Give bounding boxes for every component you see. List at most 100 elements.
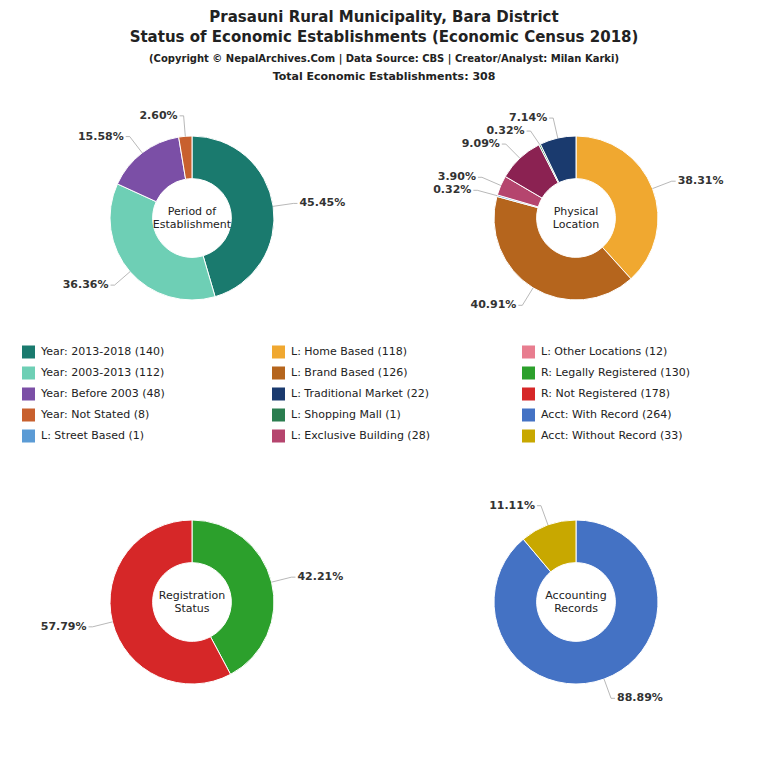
data-label: 40.91% <box>471 298 517 311</box>
legend-item: Acct: Without Record (33) <box>522 429 683 443</box>
center-title: RegistrationStatus <box>159 589 225 615</box>
legend-label: Year: Not Stated (8) <box>40 408 149 421</box>
legend-swatch <box>272 409 285 422</box>
data-label: 2.60% <box>139 109 177 122</box>
legend-item: Year: 2003-2013 (112) <box>22 366 164 380</box>
legend-label: L: Traditional Market (22) <box>291 387 429 400</box>
legend-label: Acct: Without Record (33) <box>541 429 683 442</box>
legend-label: L: Shopping Mall (1) <box>291 408 401 421</box>
slice <box>494 196 631 300</box>
slices <box>494 520 658 684</box>
donut-chart: Period ofEstablishment 45.45% 36.36% 15.58%… <box>63 109 346 300</box>
legend-swatch <box>272 388 285 401</box>
legend-item: Acct: With Record (264) <box>522 408 672 422</box>
legend-swatch <box>522 388 535 401</box>
legend-label: L: Street Based (1) <box>41 429 144 442</box>
legend-label: Year: 2003-2013 (112) <box>40 366 164 379</box>
slice <box>494 520 658 684</box>
slice <box>540 136 576 183</box>
donut-chart: RegistrationStatus 42.21% 57.79% <box>41 520 344 684</box>
legend-swatch <box>522 409 535 422</box>
legend-swatch <box>272 367 285 380</box>
leader-line <box>653 181 676 188</box>
legend-swatch <box>522 346 535 359</box>
data-label: 11.11% <box>489 499 535 512</box>
titles: Prasauni Rural Municipality, Bara Distri… <box>130 8 639 83</box>
data-labels: 88.89% 11.11% <box>489 499 663 705</box>
leader-line <box>180 116 186 136</box>
slice <box>523 520 576 572</box>
slice <box>179 136 192 179</box>
data-label: 42.21% <box>297 570 343 583</box>
slice <box>110 184 215 300</box>
center-title-line: Status <box>174 602 209 615</box>
leader-line <box>473 190 497 195</box>
leader-line <box>537 506 548 525</box>
chart-root: Prasauni Rural Municipality, Bara Distri… <box>0 0 768 768</box>
legend-item: L: Traditional Market (22) <box>272 387 429 401</box>
data-label: 36.36% <box>63 278 109 291</box>
legend-swatch <box>22 346 35 359</box>
legend-swatch <box>522 367 535 380</box>
data-label: 45.45% <box>299 196 345 209</box>
legend-swatch <box>22 367 35 380</box>
center-title-line: Registration <box>159 589 225 602</box>
data-labels: 38.31%40.91%0.32%3.90%9.09%0.32%7.14% <box>433 111 723 311</box>
legend-swatch <box>522 430 535 443</box>
leader-line <box>502 144 520 158</box>
center-title-line: Records <box>554 602 598 615</box>
slices <box>110 136 274 300</box>
data-label: 9.09% <box>462 137 500 150</box>
legend-label: L: Other Locations (12) <box>541 345 667 358</box>
leader-line <box>89 622 113 627</box>
leader-line <box>126 137 142 153</box>
legend-label: Year: Before 2003 (48) <box>40 387 165 400</box>
data-label: 0.32% <box>433 183 471 196</box>
center-title-line: Period of <box>168 205 218 218</box>
legend-swatch <box>272 346 285 359</box>
center-title: Period ofEstablishment <box>153 205 232 231</box>
center-title-line: Location <box>553 218 600 231</box>
leader-line <box>478 177 501 185</box>
leader-line <box>527 131 540 144</box>
slice <box>110 520 231 684</box>
leader-line <box>111 272 130 285</box>
legend-item: R: Legally Registered (130) <box>522 366 690 380</box>
legend-label: L: Home Based (118) <box>291 345 407 358</box>
data-label: 57.79% <box>41 620 87 633</box>
legend-item: L: Shopping Mall (1) <box>272 408 401 422</box>
legend-label: R: Legally Registered (130) <box>541 366 690 379</box>
subtitle: Total Economic Establishments: 308 <box>273 70 496 83</box>
data-label: 38.31% <box>678 174 724 187</box>
donut-chart: AccountingRecords 88.89% 11.11% <box>489 499 663 705</box>
legend-label: L: Exclusive Building (28) <box>291 429 430 442</box>
legend-item: R: Not Registered (178) <box>522 387 670 401</box>
leader-line <box>549 118 558 138</box>
legend: Year: 2013-2018 (140) Year: 2003-2013 (11… <box>22 345 690 443</box>
data-labels: 42.21% 57.79% <box>41 570 344 633</box>
subtitle: (Copyright © NepalArchives.Com | Data So… <box>149 53 619 65</box>
legend-swatch <box>22 409 35 422</box>
center-title-line: Physical <box>554 205 599 218</box>
leader-line <box>272 577 296 582</box>
data-label: 3.90% <box>438 170 476 183</box>
slices <box>110 520 274 684</box>
legend-item: L: Brand Based (126) <box>272 366 407 380</box>
legend-item: L: Street Based (1) <box>22 429 144 443</box>
legend-item: Year: Before 2003 (48) <box>22 387 165 401</box>
title: Prasauni Rural Municipality, Bara Distri… <box>209 8 558 26</box>
legend-item: L: Exclusive Building (28) <box>272 429 430 443</box>
legend-swatch <box>22 388 35 401</box>
data-label: 88.89% <box>617 691 663 704</box>
center-title: AccountingRecords <box>545 589 606 615</box>
data-label: 15.58% <box>78 130 124 143</box>
legend-label: Acct: With Record (264) <box>541 408 672 421</box>
legend-item: Year: 2013-2018 (140) <box>22 345 164 359</box>
leader-line <box>518 288 533 305</box>
legend-label: L: Brand Based (126) <box>291 366 407 379</box>
data-label: 7.14% <box>509 111 547 124</box>
leader-line <box>273 203 297 206</box>
legend-item: Year: Not Stated (8) <box>22 408 149 422</box>
legend-label: Year: 2013-2018 (140) <box>40 345 164 358</box>
data-labels: 45.45% 36.36% 15.58% 2.60% <box>63 109 346 291</box>
